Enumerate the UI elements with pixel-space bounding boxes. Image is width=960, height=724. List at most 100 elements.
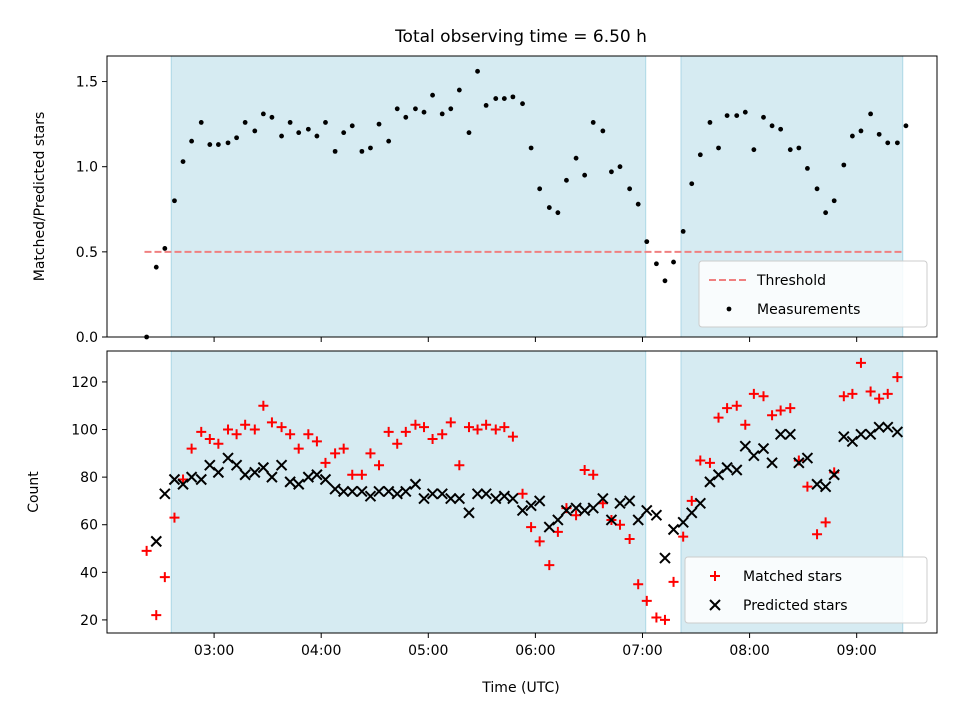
data-point — [471, 488, 484, 500]
data-point — [667, 523, 680, 536]
data-point — [430, 92, 435, 98]
data-point — [141, 545, 152, 556]
data-point — [686, 495, 697, 506]
data-point — [498, 490, 511, 502]
data-point — [544, 560, 555, 571]
data-point — [373, 485, 385, 498]
data-point — [633, 579, 644, 590]
chart-title: Total observing time = 6.50 h — [394, 27, 647, 47]
data-point — [555, 210, 561, 216]
data-point — [276, 422, 287, 433]
data-point — [552, 514, 564, 526]
data-point — [159, 488, 171, 500]
data-point — [374, 460, 385, 471]
count-panel: 20 40 60 80 100 120 03:00 04:00 05:00 06:00 07:00 0… — [26, 350, 938, 659]
data-point — [874, 393, 885, 404]
data-point — [319, 473, 332, 486]
data-point — [180, 159, 186, 164]
data-point — [578, 504, 591, 517]
data-point — [172, 198, 177, 204]
data-point — [882, 388, 893, 399]
data-point — [410, 419, 421, 430]
data-point — [644, 239, 650, 245]
data-point — [242, 120, 248, 125]
data-point — [501, 96, 507, 101]
data-point — [876, 131, 882, 137]
data-point — [624, 534, 635, 544]
data-point — [597, 492, 609, 505]
data-point — [758, 391, 769, 402]
data-point — [802, 481, 813, 492]
data-point — [819, 480, 832, 493]
data-point — [427, 434, 438, 445]
data-point — [285, 429, 296, 440]
data-point — [582, 172, 588, 178]
data-point — [838, 391, 849, 402]
data-point — [178, 474, 189, 485]
data-point — [707, 120, 713, 125]
data-point — [528, 145, 534, 151]
data-point — [260, 111, 266, 117]
data-point — [814, 186, 820, 192]
data-point — [204, 434, 215, 445]
data-point — [359, 148, 365, 154]
data-point — [761, 114, 766, 120]
data-point — [213, 438, 224, 449]
data-point — [418, 492, 430, 505]
data-point — [722, 403, 733, 414]
data-point — [445, 417, 456, 428]
legend-entry-label: Threshold — [756, 273, 826, 289]
data-point — [793, 457, 805, 469]
data-point — [382, 485, 395, 498]
data-point — [757, 442, 770, 455]
data-point — [712, 469, 725, 481]
data-point — [490, 424, 501, 435]
data-point — [820, 517, 831, 528]
data-point — [697, 152, 703, 158]
data-point — [533, 495, 546, 507]
data-point — [463, 422, 474, 433]
data-point — [704, 476, 716, 488]
data-point — [186, 443, 197, 454]
data-point — [748, 450, 760, 462]
data-point — [332, 148, 338, 154]
data-point — [463, 507, 475, 519]
y-tick-label: 40 — [80, 565, 98, 581]
data-point — [751, 147, 757, 153]
legend-entry-label: Measurements — [757, 302, 860, 318]
data-point — [614, 497, 626, 510]
data-point — [365, 448, 376, 459]
shaded-interval — [170, 55, 647, 338]
data-point — [678, 531, 689, 542]
data-point — [364, 490, 377, 502]
data-point — [162, 246, 168, 251]
data-point — [507, 492, 519, 505]
data-point — [426, 488, 439, 500]
data-point — [641, 504, 653, 517]
data-point — [526, 522, 537, 533]
data-point — [704, 457, 715, 468]
data-point — [695, 455, 706, 466]
data-point — [597, 498, 608, 509]
data-point — [766, 457, 778, 469]
data-point — [302, 471, 315, 483]
data-point — [284, 476, 296, 488]
data-point — [323, 120, 328, 125]
data-point — [659, 614, 670, 625]
x-tick-label: 05:00 — [408, 643, 448, 659]
data-point — [517, 488, 528, 499]
data-point — [668, 576, 679, 587]
data-point — [356, 485, 368, 498]
data-point — [828, 469, 840, 481]
data-point — [873, 421, 885, 433]
data-point — [177, 478, 189, 490]
data-point — [654, 261, 659, 267]
data-point — [641, 595, 652, 606]
data-point — [437, 429, 448, 440]
data-point — [269, 114, 275, 120]
data-point — [868, 111, 873, 117]
data-point — [677, 516, 689, 529]
data-point — [383, 426, 394, 437]
data-point — [537, 186, 543, 192]
data-point — [436, 488, 448, 500]
